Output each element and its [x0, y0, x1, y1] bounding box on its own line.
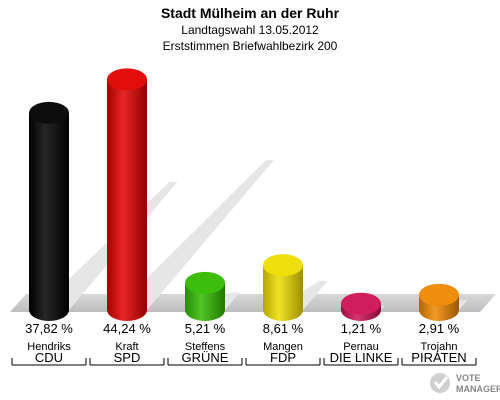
bar-base-piraten [419, 299, 459, 321]
value-label-fdp: 8,61 % [263, 321, 304, 336]
candidate-label-cdu: Hendriks [27, 341, 71, 353]
bar-body-spd [107, 79, 147, 310]
bar-fdp [263, 254, 303, 321]
bar-cdu [29, 101, 69, 321]
chart-title: Stadt Mülheim an der Ruhr [161, 5, 340, 21]
party-label-cdu: CDU [35, 350, 63, 365]
candidate-label-spd: Kraft [115, 341, 138, 353]
bar-top-spd [107, 68, 147, 91]
bar-top-grüne [185, 271, 225, 294]
logo-line2: MANAGER [456, 384, 500, 394]
chart-subtitle: Landtagswahl 13.05.2012 [181, 23, 319, 37]
chart-subtitle-2: Erststimmen Briefwahlbezirk 200 [163, 39, 338, 53]
party-label-spd: SPD [114, 350, 141, 365]
party-label-grüne: GRÜNE [182, 350, 229, 365]
bar-base-fdp [263, 299, 303, 321]
bar-die-linke [341, 292, 381, 321]
bar-top-piraten [419, 283, 459, 306]
bar-shadow-spd [115, 160, 274, 310]
bar-base-cdu [29, 299, 69, 321]
candidate-label-fdp: Mangen [263, 341, 303, 353]
bar-base-grüne [185, 299, 225, 321]
candidate-label-grüne: Steffens [185, 341, 226, 353]
value-label-cdu: 37,82 % [25, 321, 73, 336]
vote-manager-logo: VOTE MANAGER [430, 373, 500, 394]
bar-top-cdu [29, 101, 69, 124]
candidate-label-piraten: Trojahn [421, 341, 458, 353]
bar-piraten [419, 283, 459, 321]
bars-layer [29, 68, 468, 321]
bar-grüne [185, 271, 225, 321]
party-label-die-linke: DIE LINKE [330, 350, 393, 365]
bar-spd [107, 68, 147, 321]
party-label-piraten: PIRATEN [411, 350, 466, 365]
value-label-piraten: 2,91 % [419, 321, 460, 336]
value-label-grüne: 5,21 % [185, 321, 226, 336]
value-label-spd: 44,24 % [103, 321, 151, 336]
candidate-label-die-linke: Pernau [343, 341, 378, 353]
bar-body-cdu [29, 112, 69, 310]
bar-top-die-linke [341, 292, 381, 315]
party-label-fdp: FDP [270, 350, 296, 365]
bar-base-spd [107, 299, 147, 321]
logo-line1: VOTE [456, 373, 481, 383]
value-label-die-linke: 1,21 % [341, 321, 382, 336]
bar-top-fdp [263, 254, 303, 277]
